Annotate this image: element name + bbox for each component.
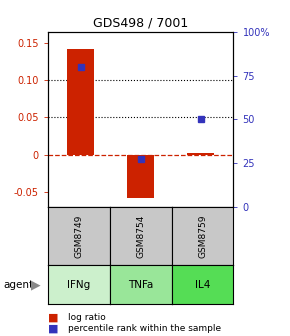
Text: GSM8754: GSM8754 [136,214,145,258]
Bar [127,155,154,198]
Title: GDS498 / 7001: GDS498 / 7001 [93,16,188,29]
Text: ▶: ▶ [31,278,41,291]
Text: IL4: IL4 [195,280,210,290]
Text: log ratio: log ratio [68,313,106,322]
Text: ■: ■ [48,312,58,323]
Text: IFNg: IFNg [67,280,90,290]
Bar [187,153,214,155]
Text: percentile rank within the sample: percentile rank within the sample [68,324,221,333]
Text: GSM8749: GSM8749 [74,214,83,258]
Text: TNFa: TNFa [128,280,153,290]
Text: GSM8759: GSM8759 [198,214,207,258]
Text: agent: agent [3,280,33,290]
Text: ■: ■ [48,324,58,334]
Bar [67,49,94,155]
